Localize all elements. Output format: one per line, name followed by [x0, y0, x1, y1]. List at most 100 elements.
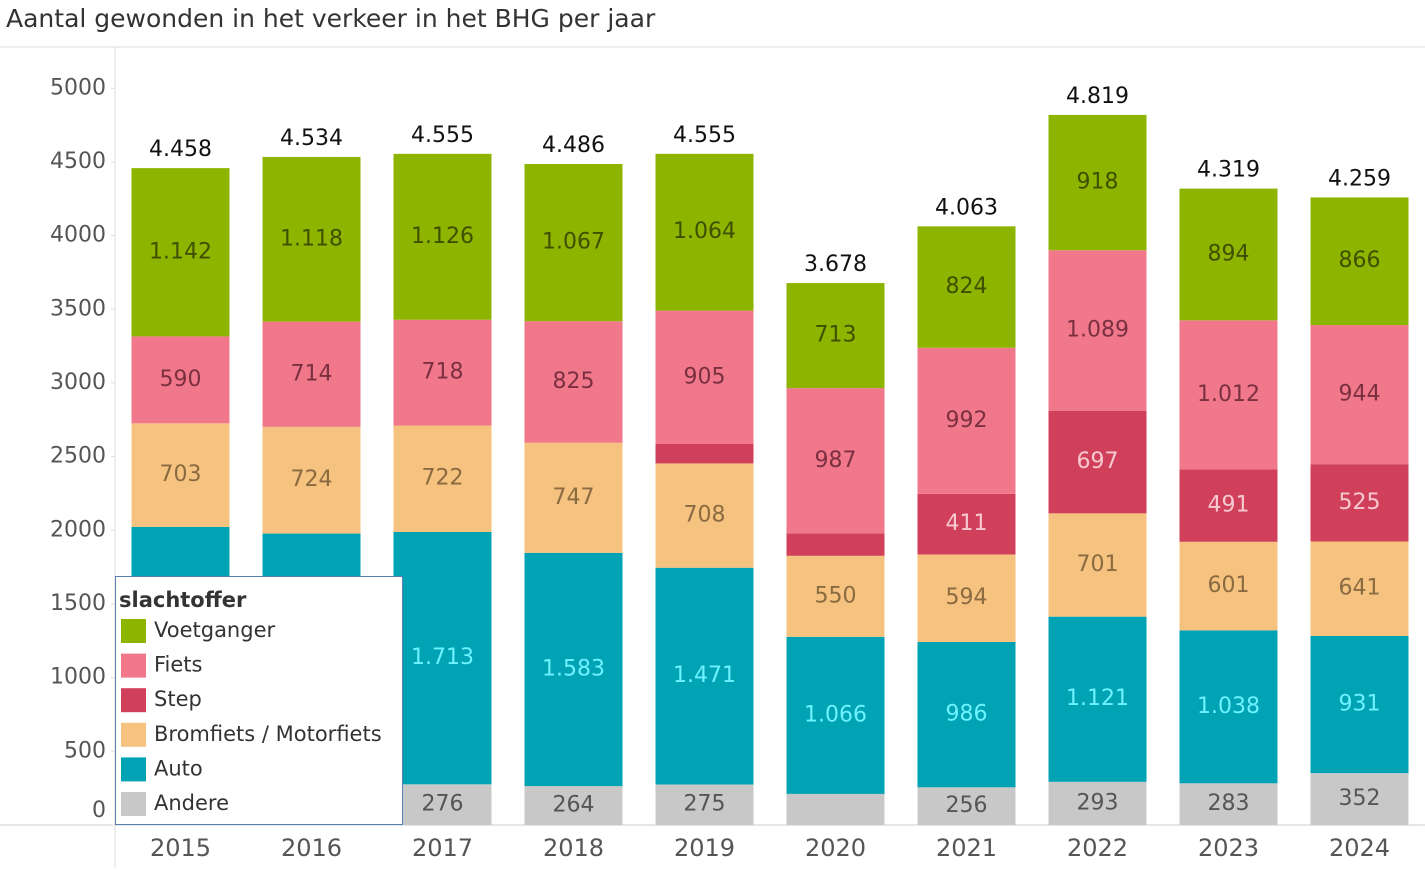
bar-segment [524, 163, 623, 322]
value-label: 411 [946, 511, 988, 536]
value-label: 714 [291, 361, 333, 386]
value-label: 1.471 [673, 663, 736, 688]
bar-segment [786, 283, 885, 389]
y-tick-label: 2500 [50, 444, 106, 469]
value-label: 944 [1339, 382, 1381, 407]
x-tick-label: 2019 [674, 834, 735, 862]
value-label: 722 [422, 466, 464, 491]
value-label: 283 [1208, 791, 1250, 816]
value-label: 590 [160, 367, 202, 392]
legend-title: slachtoffer [119, 588, 247, 612]
bar-segment [262, 426, 361, 534]
bar-segment [917, 641, 1016, 788]
bar-segment [1179, 469, 1278, 542]
y-tick-label: 5000 [50, 75, 106, 100]
bar-segment [1179, 783, 1278, 825]
y-tick-label: 2000 [50, 517, 106, 542]
bar-segment [393, 425, 492, 532]
value-label: 986 [946, 702, 988, 727]
bar-segment [262, 321, 361, 427]
legend-label: Step [154, 687, 202, 711]
bar-segment [655, 567, 754, 785]
value-label: 1.121 [1066, 686, 1129, 711]
value-label: 601 [1208, 573, 1250, 598]
value-label: 1.067 [542, 230, 605, 255]
bar-segment [524, 321, 623, 443]
bar-segment [262, 156, 361, 322]
bar-segment [1179, 630, 1278, 784]
x-tick-label: 2022 [1067, 834, 1128, 862]
bar-segment [786, 793, 885, 825]
bar-segment [655, 784, 754, 825]
y-tick-label: 1500 [50, 591, 106, 616]
total-label: 4.259 [1328, 166, 1391, 191]
bar-segment [917, 226, 1016, 348]
value-label: 1.118 [280, 226, 343, 251]
value-label: 866 [1339, 248, 1381, 273]
value-label: 525 [1339, 490, 1381, 515]
bar-segment [1310, 325, 1409, 465]
value-label: 697 [1077, 449, 1119, 474]
value-label: 918 [1077, 170, 1119, 195]
total-label: 4.534 [280, 126, 343, 151]
legend-swatch [121, 722, 146, 747]
value-label: 992 [946, 408, 988, 433]
value-label: 352 [1339, 786, 1381, 811]
legend-swatch [121, 619, 146, 643]
value-label: 1.066 [804, 702, 867, 727]
value-label: 275 [684, 792, 726, 817]
bar-segment [786, 555, 885, 637]
value-label: 931 [1339, 692, 1381, 717]
bar-segment [1048, 250, 1147, 411]
legend-swatch [121, 757, 146, 782]
legend-label: Auto [154, 756, 203, 780]
y-tick-label: 4000 [50, 223, 106, 248]
bar-segment [1310, 773, 1409, 825]
legend-box [115, 576, 403, 825]
bar-segment [786, 533, 885, 556]
bar-segment [917, 787, 1016, 825]
total-label: 4.063 [935, 195, 998, 220]
bar-segment [1179, 188, 1278, 321]
bar-segment [655, 153, 754, 311]
bar-segment [786, 636, 885, 794]
legend-swatch [121, 792, 146, 816]
value-label: 1.583 [542, 656, 605, 681]
x-tick-label: 2015 [150, 834, 211, 862]
bar-segment [524, 442, 623, 553]
total-label: 4.555 [411, 123, 474, 148]
legend-label: Bromfiets / Motorfiets [154, 722, 382, 746]
x-tick-label: 2024 [1329, 834, 1390, 862]
value-label: 264 [553, 793, 595, 818]
bar-segment [131, 168, 230, 337]
bar-segment [1048, 781, 1147, 825]
total-label: 3.678 [804, 252, 867, 277]
bar-segment [524, 552, 623, 787]
bar-segment [917, 554, 1016, 642]
bar-segment [1179, 320, 1278, 470]
legend: slachtoffer Andere Auto Bromfiets / Motorfi… [115, 576, 403, 825]
value-label: 747 [553, 485, 595, 510]
legend-label: Andere [154, 791, 229, 815]
x-tick-label: 2016 [281, 834, 342, 862]
value-label: 1.142 [149, 239, 212, 264]
value-label: 708 [684, 503, 726, 528]
bar-segment [1048, 410, 1147, 514]
total-label: 4.458 [149, 137, 212, 162]
bar-segment [786, 388, 885, 534]
value-label: 825 [553, 369, 595, 394]
legend-label: Voetganger [154, 618, 275, 642]
value-label: 824 [946, 274, 988, 299]
value-label: 724 [291, 467, 333, 492]
bar-segment [1310, 541, 1409, 636]
bar-segment [1310, 464, 1409, 542]
value-label: 594 [946, 585, 988, 610]
chart-title: Aantal gewonden in het verkeer in het BH… [6, 4, 656, 33]
value-label: 550 [815, 583, 857, 608]
value-label: 1.126 [411, 224, 474, 249]
y-tick-label: 500 [64, 738, 106, 763]
value-label: 1.038 [1197, 694, 1260, 719]
value-label: 641 [1339, 576, 1381, 601]
value-label: 491 [1208, 493, 1250, 518]
total-label: 4.819 [1066, 84, 1129, 109]
